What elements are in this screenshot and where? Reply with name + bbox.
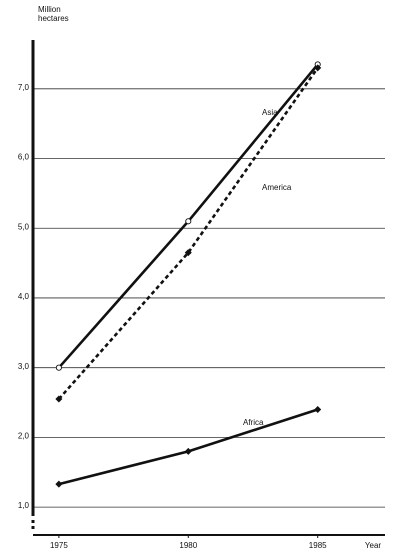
- y-tick-label: 4,0: [18, 292, 30, 301]
- x-tick-label: 1985: [309, 541, 327, 550]
- marker: [184, 249, 192, 257]
- series-line: [57, 67, 319, 400]
- marker: [55, 395, 63, 403]
- y-axis-label: Million hectares: [38, 5, 69, 23]
- x-tick-label: 1975: [50, 541, 68, 550]
- series-label: Asia: [262, 108, 278, 117]
- y-tick-label: 7,0: [18, 83, 30, 92]
- y-tick-label: 2,0: [18, 432, 30, 441]
- series-line: [57, 63, 319, 369]
- y-tick-label: 6,0: [18, 153, 30, 162]
- marker: [314, 406, 322, 414]
- series-label: America: [262, 183, 292, 192]
- marker: [314, 64, 322, 72]
- marker: [55, 480, 63, 488]
- y-tick-label: 5,0: [18, 222, 30, 231]
- series-line: [58, 408, 319, 486]
- x-tick-label: 1980: [179, 541, 197, 550]
- series-label: Africa: [243, 418, 264, 427]
- y-tick-label: 3,0: [18, 362, 30, 371]
- x-axis-label: Year: [365, 541, 382, 550]
- marker: [184, 447, 192, 455]
- y-tick-label: 1,0: [18, 501, 30, 510]
- marker: [185, 218, 192, 225]
- marker: [55, 364, 62, 371]
